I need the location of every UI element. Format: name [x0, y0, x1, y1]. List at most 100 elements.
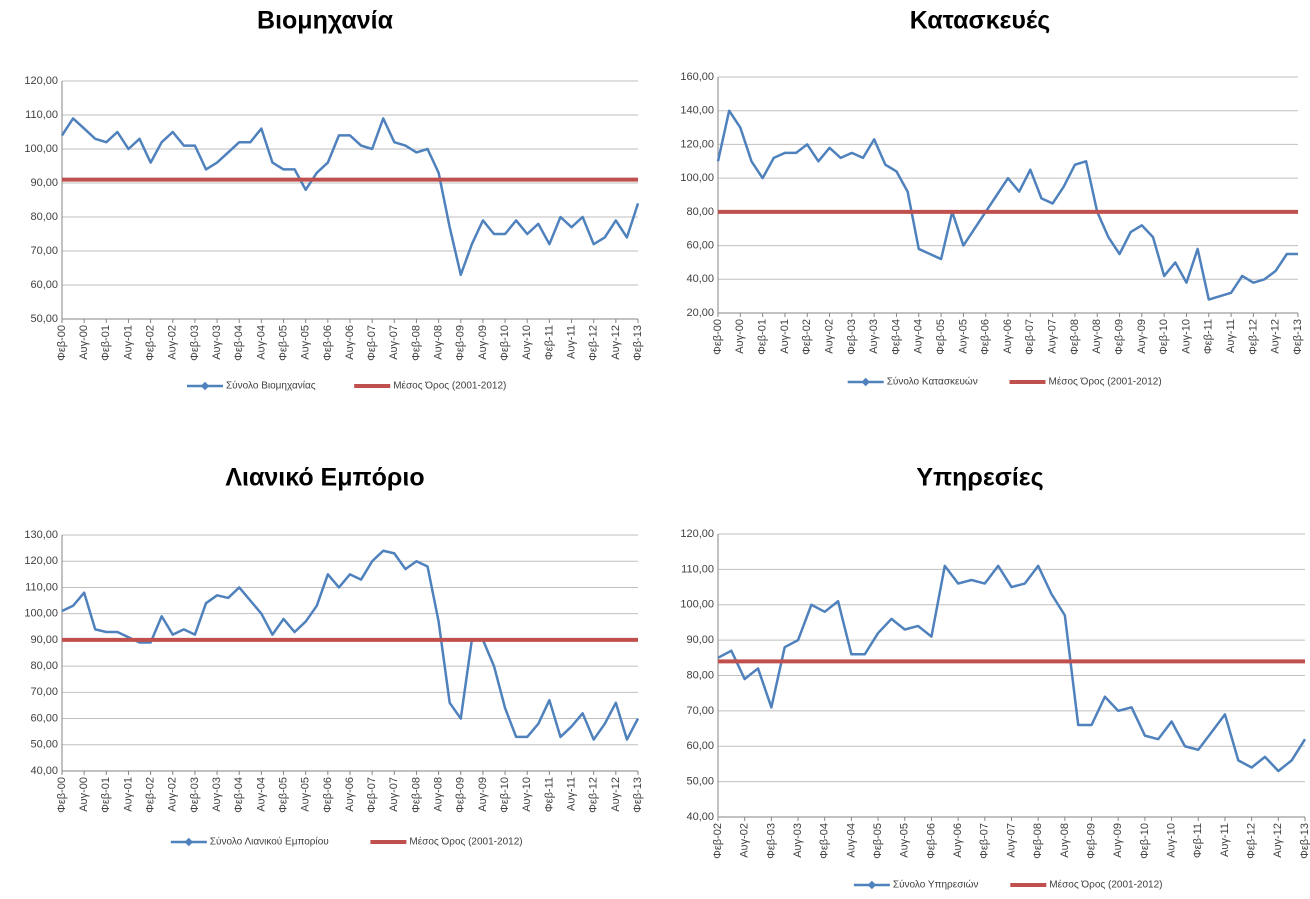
x-tick-label: Αυγ-11: [565, 777, 577, 811]
x-tick-label: Αυγ-03: [211, 325, 223, 360]
x-tick-label: Αυγ-07: [388, 325, 400, 360]
x-tick-label: Φεβ-06: [322, 777, 334, 813]
x-tick-label: Αυγ-08: [1091, 319, 1103, 354]
x-tick-label: Φεβ-12: [1246, 823, 1258, 859]
y-tick-label: 110,00: [681, 563, 714, 575]
legend-label: Σύνολο Κατασκευών: [887, 376, 978, 388]
x-tick-label: Φεβ-13: [632, 325, 644, 361]
x-tick-label: Αυγ-10: [1165, 823, 1177, 858]
x-tick-label: Αυγ-07: [1005, 823, 1017, 858]
x-tick-label: Φεβ-06: [925, 823, 937, 859]
y-tick-label: 100,00: [24, 608, 58, 620]
legend-item: Μέσος Όρος (2001-2012): [370, 836, 523, 848]
y-tick-label: 50,00: [30, 739, 58, 751]
x-tick-label: Αυγ-03: [211, 777, 223, 812]
y-tick-label: 120,00: [680, 528, 714, 540]
x-tick-label: Αυγ-09: [1136, 319, 1148, 354]
y-tick-label: 60,00: [686, 740, 714, 752]
x-tick-label: Αυγ-01: [122, 325, 134, 360]
legend-item: Σύνολο Κατασκευών: [847, 376, 978, 388]
x-tick-label: Φεβ-05: [277, 777, 289, 813]
chart-title: Βιομηχανία: [257, 7, 394, 35]
y-tick-label: 130,00: [24, 529, 58, 541]
y-tick-label: 60,00: [686, 239, 714, 251]
y-tick-label: 100,00: [680, 172, 714, 184]
x-tick-label: Φεβ-13: [1292, 319, 1304, 355]
chart-panel: Υπηρεσίες 40,00 50,00 60,00 70,00 80,00 90,00 1…: [680, 464, 1310, 891]
x-tick-label: Αυγ-04: [255, 777, 267, 812]
x-tick-label: Αυγ-03: [792, 823, 804, 858]
x-tick-label: Αυγ-02: [167, 325, 179, 360]
y-tick-label: 80,00: [30, 211, 58, 223]
legend-label: Μέσος Όρος (2001-2012): [409, 836, 522, 848]
x-tick-label: Φεβ-11: [543, 777, 555, 812]
x-tick-label: Αυγ-09: [477, 777, 489, 812]
x-tick-label: Φεβ-01: [100, 325, 112, 361]
x-tick-label: Φεβ-02: [145, 777, 157, 813]
chart-title: Υπηρεσίες: [916, 464, 1043, 492]
x-tick-label: Φεβ-03: [189, 777, 201, 813]
y-tick-label: 120,00: [24, 75, 58, 87]
x-tick-label: Αυγ-08: [1059, 823, 1071, 858]
y-tick-label: 120,00: [24, 555, 58, 567]
x-tick-label: Αυγ-08: [433, 325, 445, 360]
y-tick-label: 100,00: [680, 599, 714, 611]
x-tick-label: Αυγ-04: [255, 325, 267, 360]
x-tick-label: Αυγ-11: [565, 325, 577, 359]
x-tick-label: Φεβ-11: [1192, 823, 1204, 858]
x-tick-label: Αυγ-12: [1270, 319, 1282, 354]
x-tick-label: Φεβ-01: [757, 319, 769, 355]
legend-label: Σύνολο Υπηρεσιών: [893, 879, 979, 891]
x-tick-label: Αυγ-01: [122, 777, 134, 812]
x-tick-label: Φεβ-09: [1085, 823, 1097, 859]
x-tick-label: Φεβ-08: [410, 325, 422, 361]
legend-item: Μέσος Όρος (2001-2012): [354, 380, 506, 392]
x-tick-label: Φεβ-03: [189, 325, 201, 361]
series-line: [60, 117, 640, 277]
x-tick-label: Φεβ-04: [819, 823, 831, 859]
x-tick-label: Φεβ-02: [712, 823, 724, 859]
y-tick-label: 60,00: [30, 712, 58, 724]
x-tick-label: Φεβ-13: [632, 777, 644, 813]
legend-label: Σύνολο Λιανικού Εμπορίου: [210, 836, 329, 848]
legend-label: Μέσος Όρος (2001-2012): [393, 380, 506, 392]
x-tick-label: Αυγ-03: [868, 319, 880, 354]
y-tick-label: 120,00: [680, 138, 714, 150]
x-tick-label: Αυγ-02: [823, 319, 835, 354]
series-line: [717, 564, 1307, 773]
x-tick-label: Αυγ-00: [734, 319, 746, 354]
chart-panel: Λιανικό Εμπόριο 40,00 50,00 60,00 70,00 80,00…: [24, 464, 644, 848]
y-tick-label: 160,00: [680, 71, 714, 83]
legend-item: Σύνολο Υπηρεσιών: [853, 879, 979, 891]
x-tick-label: Φεβ-04: [890, 319, 902, 355]
y-tick-label: 70,00: [686, 705, 714, 717]
x-tick-label: Αυγ-05: [899, 823, 911, 858]
y-tick-label: 80,00: [686, 669, 714, 681]
x-tick-label: Αυγ-11: [1225, 319, 1237, 353]
y-tick-label: 140,00: [680, 105, 714, 117]
x-tick-label: Αυγ-09: [477, 325, 489, 360]
x-tick-label: Φεβ-03: [765, 823, 777, 859]
x-tick-label: Φεβ-10: [1139, 823, 1151, 859]
series-line: [716, 109, 1298, 301]
y-tick-label: 40,00: [30, 765, 58, 777]
x-tick-label: Φεβ-09: [1113, 319, 1125, 355]
legend-marker: [867, 880, 877, 890]
x-tick-label: Αυγ-10: [1180, 319, 1192, 354]
x-tick-label: Φεβ-00: [56, 325, 68, 361]
x-tick-label: Αυγ-00: [78, 777, 90, 812]
x-tick-label: Αυγ-06: [952, 823, 964, 858]
x-tick-label: Φεβ-09: [455, 777, 467, 813]
x-tick-label: Φεβ-02: [801, 319, 813, 355]
x-tick-label: Φεβ-03: [846, 319, 858, 355]
x-tick-label: Αυγ-06: [344, 325, 356, 360]
y-tick-label: 70,00: [30, 686, 58, 698]
x-tick-label: Φεβ-08: [410, 777, 422, 813]
legend-label: Μέσος Όρος (2001-2012): [1049, 376, 1162, 388]
x-tick-label: Φεβ-13: [1299, 823, 1310, 859]
y-tick-label: 70,00: [30, 245, 58, 257]
x-tick-label: Φεβ-07: [979, 823, 991, 859]
x-tick-label: Αυγ-09: [1112, 823, 1124, 858]
legend-item: Μέσος Όρος (2001-2012): [1009, 376, 1162, 388]
